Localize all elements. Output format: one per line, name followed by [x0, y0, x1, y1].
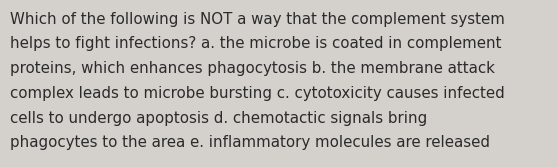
Text: helps to fight infections? a. the microbe is coated in complement: helps to fight infections? a. the microb…	[10, 36, 502, 51]
Text: complex leads to microbe bursting c. cytotoxicity causes infected: complex leads to microbe bursting c. cyt…	[10, 86, 505, 101]
Text: proteins, which enhances phagocytosis b. the membrane attack: proteins, which enhances phagocytosis b.…	[10, 61, 495, 76]
Text: phagocytes to the area e. inflammatory molecules are released: phagocytes to the area e. inflammatory m…	[10, 135, 490, 150]
Text: Which of the following is NOT a way that the complement system: Which of the following is NOT a way that…	[10, 12, 505, 27]
Text: cells to undergo apoptosis d. chemotactic signals bring: cells to undergo apoptosis d. chemotacti…	[10, 111, 427, 126]
